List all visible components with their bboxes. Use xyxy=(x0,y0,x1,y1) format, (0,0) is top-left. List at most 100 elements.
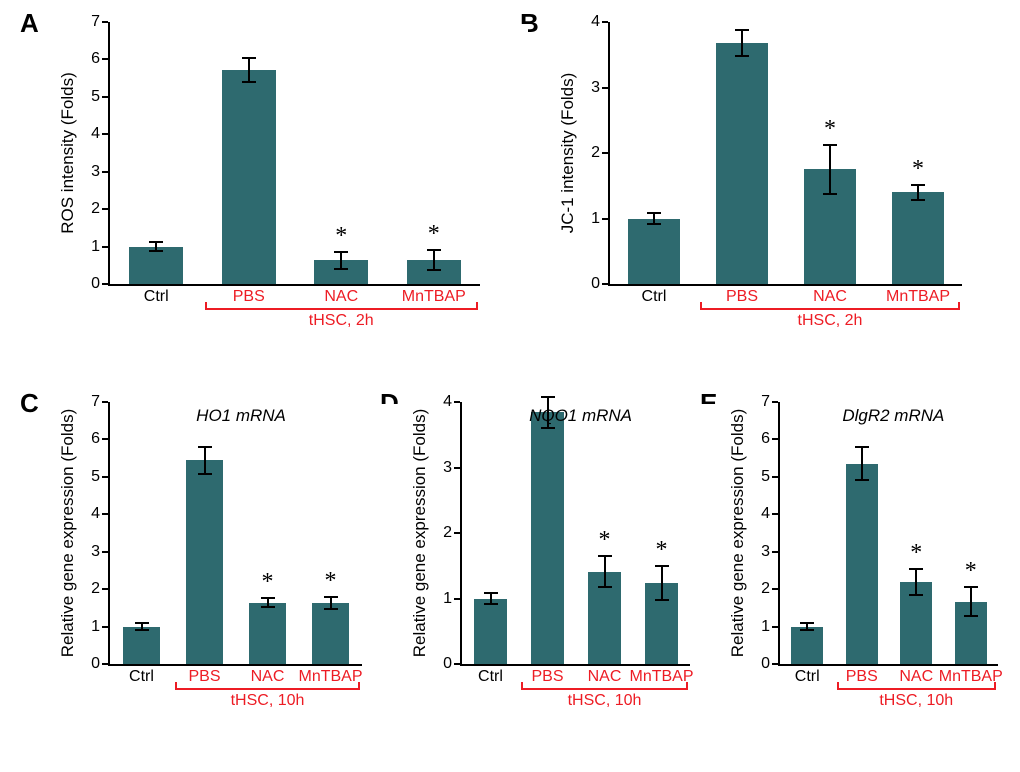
ytick xyxy=(772,513,778,515)
significance-star: * xyxy=(428,221,440,248)
group-bracket xyxy=(175,688,360,690)
category-label: Ctrl xyxy=(478,668,503,686)
error-cap xyxy=(647,223,661,225)
ytick xyxy=(102,588,108,590)
error-cap xyxy=(135,622,149,624)
plot-area: 01234Relative gene expression (Folds)Ctr… xyxy=(460,402,690,666)
group-label: tHSC, 10h xyxy=(231,692,305,710)
error-cap xyxy=(800,622,814,624)
ytick-label: 2 xyxy=(91,580,100,598)
bar xyxy=(129,247,183,284)
ytick-label: 0 xyxy=(591,275,600,293)
ytick-label: 4 xyxy=(91,125,100,143)
ytick xyxy=(454,401,460,403)
ytick xyxy=(102,246,108,248)
ytick-label: 5 xyxy=(91,468,100,486)
error-cap xyxy=(324,596,338,598)
ytick-label: 4 xyxy=(443,393,452,411)
ytick-label: 5 xyxy=(761,468,770,486)
ytick xyxy=(102,626,108,628)
error-cap xyxy=(823,144,837,146)
group-label: tHSC, 2h xyxy=(309,312,374,330)
error-cap xyxy=(149,250,163,252)
error-bar xyxy=(433,250,435,270)
chart-C: 01234567Relative gene expression (Folds)… xyxy=(108,404,408,734)
error-cap xyxy=(135,629,149,631)
y-axis-label: ROS intensity (Folds) xyxy=(58,72,78,234)
error-bar xyxy=(248,58,250,83)
error-cap xyxy=(541,427,555,429)
category-label: PBS xyxy=(233,288,265,306)
group-bracket xyxy=(205,308,479,310)
ytick-label: 1 xyxy=(91,238,100,256)
error-cap xyxy=(964,615,978,617)
group-bracket xyxy=(521,688,688,690)
category-label: NAC xyxy=(588,668,622,686)
error-bar xyxy=(829,145,831,195)
error-cap xyxy=(598,586,612,588)
category-label: Ctrl xyxy=(795,668,820,686)
error-cap xyxy=(911,199,925,201)
ytick xyxy=(602,87,608,89)
category-label: MnTBAP xyxy=(402,288,466,306)
ytick-label: 3 xyxy=(591,79,600,97)
bar xyxy=(531,412,564,664)
ytick xyxy=(102,58,108,60)
ytick xyxy=(102,208,108,210)
ytick-label: 4 xyxy=(591,13,600,31)
ytick-label: 5 xyxy=(91,88,100,106)
error-cap xyxy=(855,446,869,448)
ytick xyxy=(102,283,108,285)
category-label: PBS xyxy=(846,668,878,686)
group-bracket xyxy=(837,688,997,690)
error-cap xyxy=(198,446,212,448)
ytick xyxy=(772,626,778,628)
significance-star: * xyxy=(335,223,347,250)
ytick-label: 6 xyxy=(761,430,770,448)
ytick xyxy=(102,133,108,135)
ytick xyxy=(454,467,460,469)
ytick-label: 1 xyxy=(761,618,770,636)
error-bar xyxy=(917,185,919,199)
category-label: Ctrl xyxy=(144,288,169,306)
bar xyxy=(186,460,223,664)
ytick-label: 1 xyxy=(91,618,100,636)
error-cap xyxy=(735,55,749,57)
ytick xyxy=(102,438,108,440)
ytick-label: 0 xyxy=(91,275,100,293)
ytick xyxy=(102,21,108,23)
category-label: NAC xyxy=(324,288,358,306)
ytick-label: 3 xyxy=(91,163,100,181)
error-cap xyxy=(334,268,348,270)
ytick xyxy=(602,283,608,285)
error-cap xyxy=(198,473,212,475)
error-cap xyxy=(149,241,163,243)
ytick-label: 0 xyxy=(91,655,100,673)
group-bracket xyxy=(700,308,960,310)
category-label: Ctrl xyxy=(129,668,154,686)
error-cap xyxy=(964,586,978,588)
ytick xyxy=(102,476,108,478)
chart-E: 01234567Relative gene expression (Folds)… xyxy=(778,404,1020,734)
ytick-label: 2 xyxy=(91,200,100,218)
error-cap xyxy=(655,565,669,567)
ytick xyxy=(454,598,460,600)
ytick xyxy=(772,476,778,478)
error-bar xyxy=(340,252,342,268)
bar xyxy=(222,70,276,284)
ytick xyxy=(602,218,608,220)
error-cap xyxy=(324,608,338,610)
ytick-label: 2 xyxy=(761,580,770,598)
ytick-label: 7 xyxy=(761,393,770,411)
bar xyxy=(474,599,507,665)
chart-D: 01234Relative gene expression (Folds)Ctr… xyxy=(460,404,740,734)
error-cap xyxy=(261,606,275,608)
plot-area: 01234567ROS intensity (Folds)CtrlPBS*NAC… xyxy=(108,22,480,286)
error-cap xyxy=(484,592,498,594)
gene-title: HO1 mRNA xyxy=(196,406,286,426)
ytick-label: 7 xyxy=(91,393,100,411)
ytick xyxy=(772,663,778,665)
error-cap xyxy=(541,396,555,398)
error-bar xyxy=(204,447,206,474)
y-axis-label: JC-1 intensity (Folds) xyxy=(558,73,578,234)
